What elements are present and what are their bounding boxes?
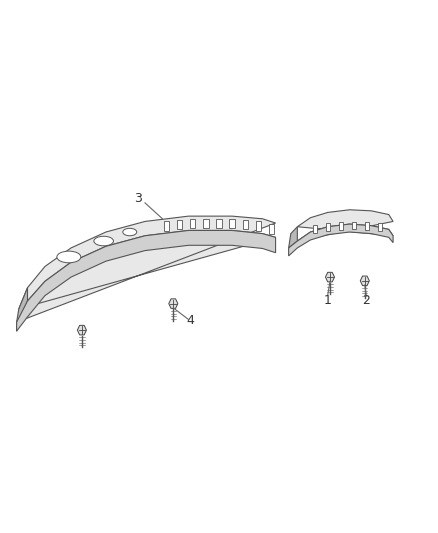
Polygon shape <box>243 220 248 229</box>
Polygon shape <box>268 224 274 233</box>
Polygon shape <box>17 288 28 331</box>
Polygon shape <box>339 222 343 230</box>
Polygon shape <box>230 219 235 228</box>
Text: 2: 2 <box>362 294 370 308</box>
Polygon shape <box>360 276 369 286</box>
Polygon shape <box>365 222 369 230</box>
Text: 3: 3 <box>134 192 142 205</box>
Ellipse shape <box>94 236 113 246</box>
Polygon shape <box>352 222 356 230</box>
Polygon shape <box>78 325 86 335</box>
Text: 4: 4 <box>187 314 194 327</box>
Polygon shape <box>289 224 393 256</box>
Polygon shape <box>289 227 297 248</box>
Polygon shape <box>325 272 335 282</box>
Text: 1: 1 <box>324 294 332 308</box>
Polygon shape <box>325 223 330 231</box>
Polygon shape <box>378 223 382 231</box>
Polygon shape <box>190 219 195 228</box>
Ellipse shape <box>57 251 81 263</box>
Polygon shape <box>255 221 261 231</box>
Polygon shape <box>169 299 178 309</box>
Polygon shape <box>164 221 170 231</box>
Polygon shape <box>297 210 393 241</box>
Polygon shape <box>203 219 208 228</box>
Polygon shape <box>313 225 317 233</box>
Polygon shape <box>17 216 276 322</box>
Polygon shape <box>177 220 183 229</box>
Polygon shape <box>17 230 276 331</box>
Polygon shape <box>216 219 222 228</box>
Ellipse shape <box>123 228 137 236</box>
